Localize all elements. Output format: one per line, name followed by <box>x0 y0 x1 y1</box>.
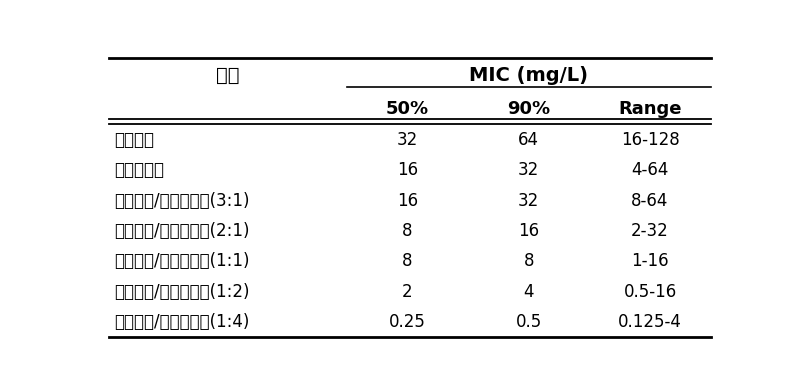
Text: 1-16: 1-16 <box>631 252 669 270</box>
Text: 0.125-4: 0.125-4 <box>618 313 682 331</box>
Text: 64: 64 <box>518 131 539 149</box>
Text: 美罗培南/他唷巴坦钓(1:1): 美罗培南/他唷巴坦钓(1:1) <box>114 252 250 270</box>
Text: 美罗培南: 美罗培南 <box>114 131 154 149</box>
Text: 美罗培南/他唷巴坦钓(2:1): 美罗培南/他唷巴坦钓(2:1) <box>114 222 250 240</box>
Text: 8: 8 <box>402 252 413 270</box>
Text: 0.25: 0.25 <box>389 313 426 331</box>
Text: 90%: 90% <box>507 100 550 118</box>
Text: 8: 8 <box>402 222 413 240</box>
Text: 他唷巴坦钓: 他唷巴坦钓 <box>114 161 164 179</box>
Text: 2: 2 <box>402 283 413 301</box>
Text: 美罗培南/他唷巴坦钓(1:2): 美罗培南/他唷巴坦钓(1:2) <box>114 283 250 301</box>
Text: Range: Range <box>618 100 682 118</box>
Text: 32: 32 <box>397 131 418 149</box>
Text: 16: 16 <box>518 222 539 240</box>
Text: 50%: 50% <box>386 100 429 118</box>
Text: MIC (mg/L): MIC (mg/L) <box>470 66 588 85</box>
Text: 0.5-16: 0.5-16 <box>623 283 677 301</box>
Text: 8-64: 8-64 <box>631 191 669 209</box>
Text: 32: 32 <box>518 191 539 209</box>
Text: 美罗培南/他唷巴坦钓(1:4): 美罗培南/他唷巴坦钓(1:4) <box>114 313 250 331</box>
Text: 16: 16 <box>397 191 418 209</box>
Text: 32: 32 <box>518 161 539 179</box>
Text: 8: 8 <box>523 252 534 270</box>
Text: 4: 4 <box>523 283 534 301</box>
Text: 药物: 药物 <box>216 66 240 85</box>
Text: 2-32: 2-32 <box>631 222 669 240</box>
Text: 16: 16 <box>397 161 418 179</box>
Text: 美罗培南/他唷巴坦钓(3:1): 美罗培南/他唷巴坦钓(3:1) <box>114 191 250 209</box>
Text: 0.5: 0.5 <box>516 313 542 331</box>
Text: 4-64: 4-64 <box>631 161 669 179</box>
Text: 16-128: 16-128 <box>621 131 679 149</box>
